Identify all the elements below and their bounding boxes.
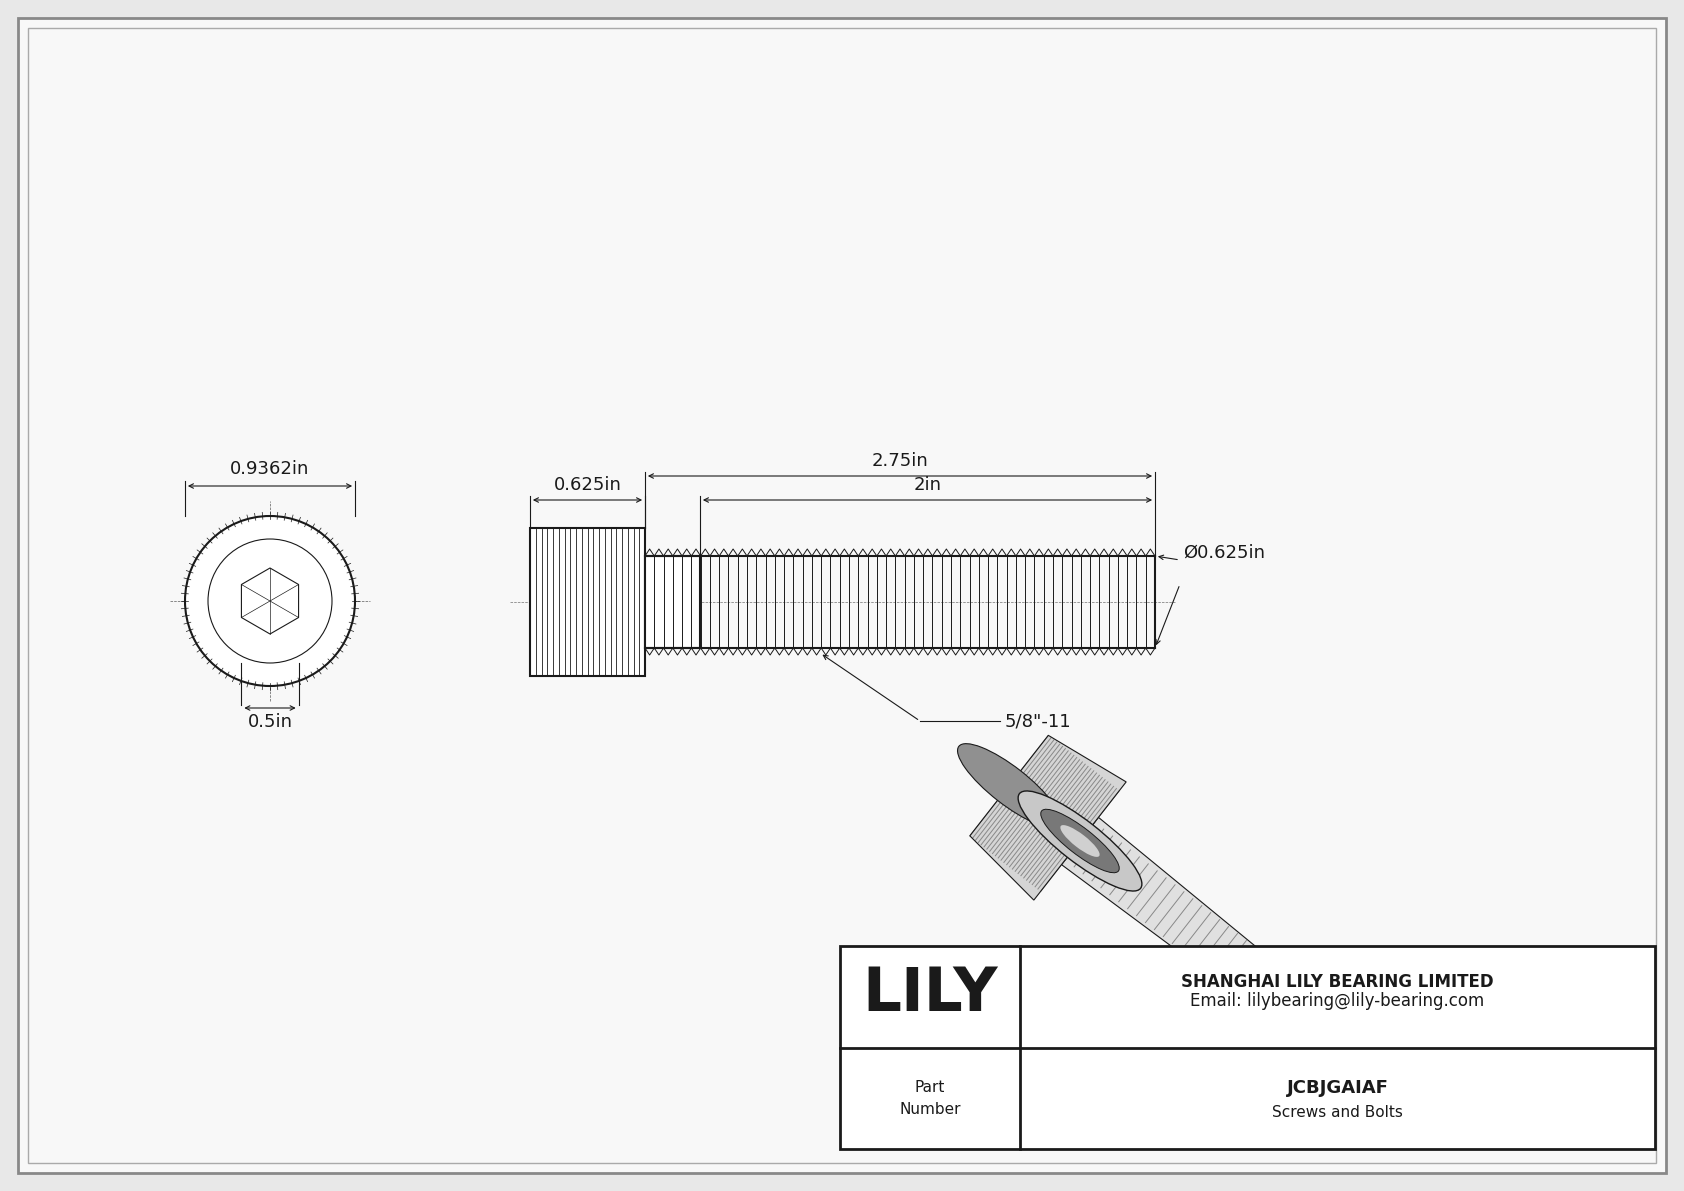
Ellipse shape	[958, 743, 1061, 828]
Polygon shape	[970, 735, 1127, 900]
Text: SHANGHAI LILY BEARING LIMITED: SHANGHAI LILY BEARING LIMITED	[1180, 973, 1494, 991]
Bar	[645, 556, 701, 648]
Text: 2.75in: 2.75in	[872, 453, 928, 470]
Text: Email: lilybearing@lily-bearing.com: Email: lilybearing@lily-bearing.com	[1191, 992, 1485, 1010]
Text: JCBJGAIAF: JCBJGAIAF	[1287, 1079, 1388, 1097]
Text: Screws and Bolts: Screws and Bolts	[1271, 1105, 1403, 1120]
Ellipse shape	[1041, 809, 1120, 873]
Ellipse shape	[1056, 822, 1105, 860]
Circle shape	[209, 540, 332, 663]
Text: 0.5in: 0.5in	[248, 713, 293, 731]
Bar	[530, 528, 645, 676]
Polygon shape	[1061, 817, 1431, 1121]
Bar	[840, 946, 1655, 1149]
Text: 0.625in: 0.625in	[554, 476, 621, 494]
Ellipse shape	[1061, 825, 1100, 856]
Text: 5/8"-11: 5/8"-11	[1005, 712, 1071, 730]
Text: 0.9362in: 0.9362in	[231, 460, 310, 478]
Text: Ø0.625in: Ø0.625in	[1182, 544, 1265, 562]
Ellipse shape	[1019, 791, 1142, 891]
Circle shape	[185, 516, 355, 686]
Text: LILY: LILY	[862, 965, 997, 1024]
Text: 2in: 2in	[913, 476, 941, 494]
Polygon shape	[241, 568, 298, 634]
Text: ®: ®	[982, 968, 994, 978]
Ellipse shape	[1403, 1093, 1435, 1118]
Text: Part
Number: Part Number	[899, 1080, 962, 1117]
